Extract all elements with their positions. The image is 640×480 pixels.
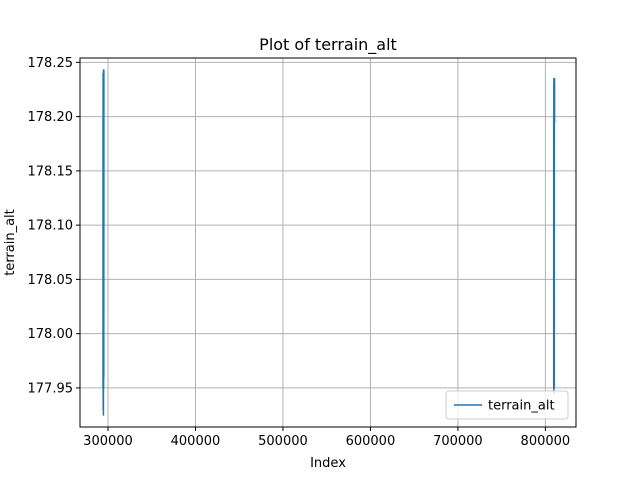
axes-frame <box>79 57 577 428</box>
legend-label-terrain-alt: terrain_alt <box>488 399 555 414</box>
y-tick-label: 178.25 <box>28 56 74 71</box>
y-tick-label: 178.20 <box>28 110 74 125</box>
series-line-terrain-alt <box>102 69 105 416</box>
x-axis-label: Index <box>310 456 346 471</box>
y-tick-label: 178.05 <box>28 273 74 288</box>
axis-ticks: 300000 400000 500000 600000 700000 800000 177.… <box>28 56 571 449</box>
y-tick-label: 178.00 <box>28 327 74 342</box>
x-tick-label: 700000 <box>433 434 483 449</box>
y-axis-label: terrain_alt <box>3 209 18 276</box>
y-tick-label: 178.15 <box>28 164 74 179</box>
x-tick-label: 800000 <box>521 434 571 449</box>
x-tick-label: 600000 <box>346 434 396 449</box>
y-tick-label: 178.10 <box>28 219 74 234</box>
legend: terrain_alt <box>445 390 569 420</box>
legend-box <box>445 390 569 420</box>
grid <box>80 58 576 427</box>
x-tick-label: 400000 <box>171 434 221 449</box>
chart-title: Plot of terrain_alt <box>259 35 397 55</box>
y-tick-label: 177.95 <box>28 381 74 396</box>
x-tick-label: 500000 <box>258 434 308 449</box>
series-line-terrain-alt <box>552 77 556 395</box>
x-tick-label: 300000 <box>83 434 133 449</box>
plot-series <box>102 69 556 416</box>
